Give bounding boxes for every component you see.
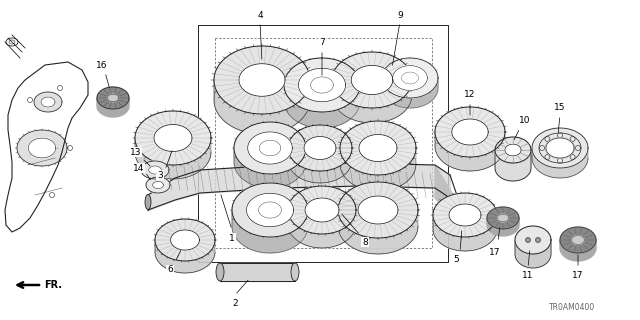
Text: 8: 8 [362, 237, 368, 246]
Polygon shape [572, 236, 584, 244]
Circle shape [536, 237, 541, 243]
Polygon shape [305, 198, 339, 222]
Polygon shape [171, 230, 200, 250]
Polygon shape [135, 138, 211, 179]
Polygon shape [304, 137, 336, 159]
Text: 12: 12 [464, 90, 476, 99]
Text: 13: 13 [131, 148, 141, 156]
Polygon shape [382, 58, 438, 98]
Polygon shape [97, 87, 129, 109]
Polygon shape [108, 94, 118, 102]
Polygon shape [449, 204, 481, 226]
Polygon shape [152, 181, 163, 188]
Polygon shape [214, 46, 310, 114]
Polygon shape [284, 85, 360, 128]
Polygon shape [515, 226, 551, 254]
Polygon shape [332, 80, 412, 123]
Polygon shape [495, 137, 531, 163]
Text: TR0AM0400: TR0AM0400 [549, 303, 595, 312]
Text: 5: 5 [453, 255, 459, 265]
Text: 1: 1 [229, 234, 235, 243]
Polygon shape [246, 193, 294, 227]
Polygon shape [148, 166, 161, 174]
Polygon shape [28, 138, 56, 158]
Circle shape [525, 237, 531, 243]
Polygon shape [532, 128, 588, 168]
Polygon shape [288, 210, 356, 248]
Polygon shape [435, 132, 505, 171]
Polygon shape [284, 58, 360, 112]
Text: 17: 17 [572, 271, 584, 281]
Polygon shape [232, 210, 308, 253]
Polygon shape [487, 218, 519, 236]
Polygon shape [435, 165, 462, 215]
Text: 3: 3 [157, 171, 163, 180]
Polygon shape [435, 107, 505, 157]
Text: 14: 14 [133, 164, 145, 172]
Polygon shape [298, 68, 346, 102]
Polygon shape [338, 210, 418, 254]
Text: FR.: FR. [44, 280, 62, 290]
Polygon shape [359, 134, 397, 162]
Polygon shape [546, 138, 574, 158]
Polygon shape [497, 214, 509, 222]
Polygon shape [154, 124, 192, 151]
Polygon shape [141, 161, 169, 179]
Text: 6: 6 [167, 266, 173, 275]
Polygon shape [288, 186, 356, 234]
Polygon shape [338, 182, 418, 238]
Polygon shape [487, 207, 519, 229]
Ellipse shape [216, 263, 224, 281]
Polygon shape [351, 66, 393, 94]
Polygon shape [340, 148, 416, 191]
Polygon shape [358, 196, 398, 224]
Polygon shape [155, 219, 215, 261]
Polygon shape [332, 52, 412, 108]
Text: 17: 17 [489, 247, 500, 257]
Polygon shape [34, 92, 62, 112]
Text: 16: 16 [96, 60, 108, 69]
Text: 11: 11 [522, 271, 534, 281]
Polygon shape [232, 183, 308, 237]
Polygon shape [393, 66, 428, 90]
Polygon shape [214, 80, 310, 134]
Polygon shape [155, 240, 215, 273]
Polygon shape [146, 177, 170, 193]
Text: 2: 2 [232, 299, 238, 308]
Polygon shape [17, 130, 67, 166]
Polygon shape [220, 263, 295, 281]
Polygon shape [288, 148, 352, 183]
Polygon shape [515, 240, 551, 268]
Text: 4: 4 [257, 11, 263, 20]
Text: 9: 9 [397, 11, 403, 20]
Polygon shape [382, 78, 438, 108]
Polygon shape [135, 111, 211, 165]
Ellipse shape [145, 195, 151, 210]
Polygon shape [234, 148, 306, 188]
Polygon shape [433, 215, 497, 251]
Polygon shape [560, 227, 596, 253]
Polygon shape [433, 193, 497, 237]
Polygon shape [340, 121, 416, 175]
Text: 7: 7 [319, 37, 325, 46]
Polygon shape [41, 97, 55, 107]
Polygon shape [248, 132, 292, 164]
Polygon shape [532, 148, 588, 178]
Polygon shape [234, 122, 306, 174]
Text: 15: 15 [554, 102, 566, 111]
Polygon shape [97, 98, 129, 117]
Polygon shape [452, 119, 488, 145]
Ellipse shape [291, 263, 299, 281]
Text: 10: 10 [519, 116, 531, 124]
Polygon shape [560, 240, 596, 261]
Polygon shape [239, 64, 285, 96]
Polygon shape [288, 125, 352, 171]
Polygon shape [495, 150, 531, 181]
Polygon shape [505, 144, 521, 156]
